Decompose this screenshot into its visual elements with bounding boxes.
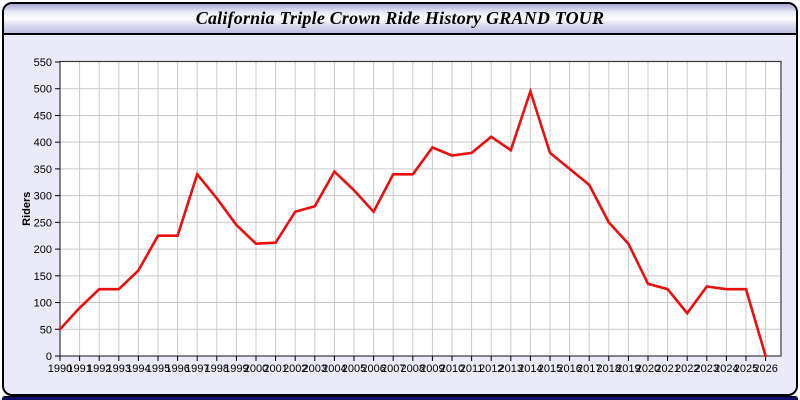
x-tick-label: 2022 [675,363,699,375]
plot-border [59,60,782,357]
plot-background [60,61,781,356]
x-tick-label: 1991 [67,363,91,375]
x-tick-label: 2019 [616,363,640,375]
x-tick-label: 1990 [48,363,72,375]
y-axis-label: Riders [21,192,33,226]
x-tick-label: 1992 [87,363,111,375]
y-tick-label: 400 [34,137,52,149]
x-tick-label: 2013 [499,363,523,375]
x-tick-label: 2023 [695,363,719,375]
plot-area: 0501001502002503003504004505005501990199… [21,57,782,375]
x-tick-label: 2010 [440,363,464,375]
x-tick-label: 2026 [753,363,777,375]
y-tick-label: 0 [46,351,52,363]
x-tick-label: 1999 [224,363,248,375]
y-tick-label: 350 [34,164,52,176]
x-tick-label: 2025 [734,363,758,375]
x-tick-label: 1994 [126,363,150,375]
x-tick-label: 1993 [107,363,131,375]
y-tick-label: 200 [34,244,52,256]
x-tick-label: 2005 [342,363,366,375]
x-tick-label: 2001 [263,363,287,375]
x-tick-label: 2020 [636,363,660,375]
y-tick-label: 100 [34,298,52,310]
title-bar: California Triple Crown Ride History GRA… [4,4,796,35]
y-tick-label: 450 [34,110,52,122]
x-tick-label: 2024 [714,363,738,375]
x-tick-label: 2007 [381,363,405,375]
x-tick-label: 2003 [303,363,327,375]
riders-series-line [58,87,767,358]
y-tick-label: 50 [40,324,52,336]
y-tick-label: 550 [34,57,52,69]
x-tick-label: 2006 [361,363,385,375]
ride-history-chart: 0501001502002503003504004505005501990199… [21,57,782,375]
x-tick-label: 2018 [597,363,621,375]
y-tick-label: 250 [34,217,52,229]
y-tick-label: 300 [34,191,52,203]
x-tick-label: 1998 [205,363,229,375]
x-tick-label: 2021 [655,363,679,375]
page-title: California Triple Crown Ride History GRA… [195,8,605,28]
x-tick-label: 2012 [479,363,503,375]
x-tick-label: 2004 [322,363,346,375]
x-tick-label: 2009 [420,363,444,375]
x-tick-label: 2014 [518,363,542,375]
x-tick-label: 2015 [538,363,562,375]
y-tick-label: 150 [34,271,52,283]
x-tick-label: 2016 [557,363,581,375]
x-tick-label: 1996 [165,363,189,375]
x-tick-label: 2017 [577,363,601,375]
x-tick-label: 2002 [283,363,307,375]
x-tick-label: 2008 [401,363,425,375]
bottom-bar [2,396,798,400]
x-tick-label: 2000 [244,363,268,375]
y-tick-label: 500 [34,84,52,96]
x-tick-label: 1995 [146,363,170,375]
x-tick-label: 1997 [185,363,209,375]
x-tick-label: 2011 [460,363,484,375]
